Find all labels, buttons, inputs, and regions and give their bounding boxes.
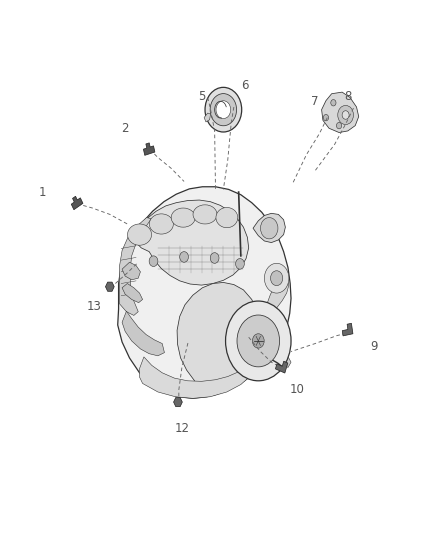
Text: 5: 5 (198, 90, 205, 103)
Text: 6: 6 (241, 79, 249, 92)
Polygon shape (143, 143, 155, 155)
Polygon shape (253, 213, 286, 243)
Polygon shape (204, 113, 211, 122)
Text: 9: 9 (370, 340, 378, 353)
Circle shape (252, 334, 264, 348)
Polygon shape (122, 311, 164, 356)
Circle shape (271, 271, 283, 286)
Circle shape (210, 253, 219, 263)
Circle shape (180, 252, 188, 262)
Ellipse shape (216, 207, 238, 228)
Circle shape (216, 101, 231, 119)
Text: 7: 7 (311, 95, 319, 108)
Polygon shape (122, 262, 141, 280)
Text: 1: 1 (39, 185, 46, 199)
Polygon shape (272, 342, 291, 368)
Circle shape (331, 100, 336, 106)
Polygon shape (276, 361, 288, 373)
Ellipse shape (149, 214, 173, 234)
Polygon shape (140, 357, 258, 398)
Circle shape (336, 123, 342, 129)
Circle shape (265, 263, 289, 293)
Circle shape (226, 301, 291, 381)
Ellipse shape (193, 205, 217, 224)
Polygon shape (106, 282, 114, 292)
Polygon shape (177, 282, 261, 397)
Circle shape (261, 217, 278, 239)
Polygon shape (136, 200, 249, 285)
Circle shape (342, 111, 349, 119)
Polygon shape (321, 92, 359, 133)
Circle shape (210, 94, 237, 126)
Polygon shape (342, 324, 353, 336)
Circle shape (149, 256, 158, 266)
Circle shape (237, 315, 279, 367)
Text: 12: 12 (174, 422, 189, 435)
Polygon shape (120, 217, 151, 316)
Text: 10: 10 (290, 383, 305, 397)
Polygon shape (267, 278, 289, 312)
Circle shape (236, 259, 244, 269)
Text: 2: 2 (121, 122, 129, 135)
Ellipse shape (171, 208, 195, 227)
Text: 8: 8 (344, 90, 351, 103)
Ellipse shape (127, 224, 152, 245)
Polygon shape (118, 187, 291, 398)
Polygon shape (122, 284, 143, 303)
Polygon shape (71, 196, 83, 209)
Circle shape (323, 115, 328, 121)
Circle shape (205, 87, 242, 132)
Circle shape (338, 106, 353, 125)
Polygon shape (173, 398, 182, 407)
Text: 13: 13 (87, 300, 102, 313)
